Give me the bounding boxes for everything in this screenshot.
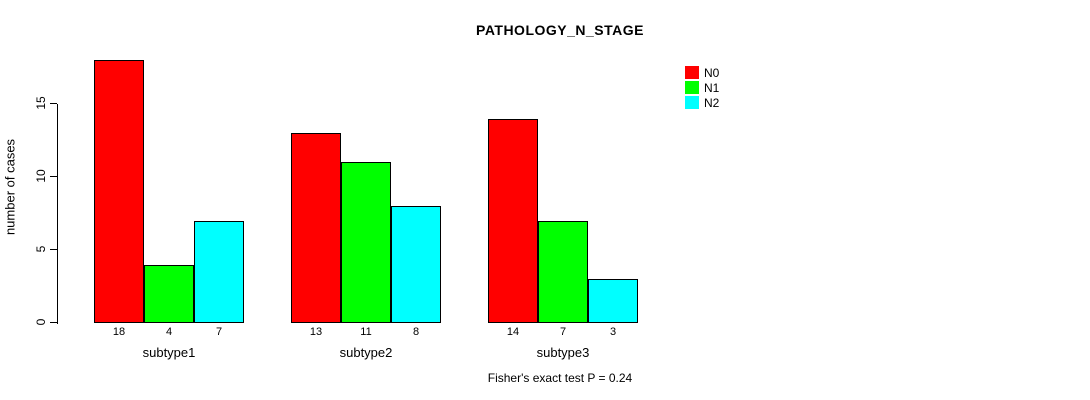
bar-subtype2-N2 xyxy=(391,206,441,323)
bar-subtype1-N0 xyxy=(94,60,144,323)
bar-value-label: 8 xyxy=(412,326,420,338)
legend-row-N0: N0 xyxy=(685,65,719,80)
bar-value-label: 14 xyxy=(506,326,520,338)
y-tick-label: 0 xyxy=(34,318,48,326)
legend-row-N2: N2 xyxy=(685,95,719,110)
bar-subtype3-N2 xyxy=(588,279,638,323)
bar-value-label: 4 xyxy=(165,326,173,338)
bar-subtype3-N1 xyxy=(538,221,588,323)
chart-title: PATHOLOGY_N_STAGE xyxy=(476,22,644,38)
legend-row-N1: N1 xyxy=(685,80,719,95)
y-tick-mark xyxy=(50,249,57,250)
y-axis-line xyxy=(57,104,58,324)
footer-annotation: Fisher's exact test P = 0.24 xyxy=(487,371,633,385)
legend-swatch-icon xyxy=(685,66,699,79)
legend-label: N2 xyxy=(704,95,720,110)
y-tick-mark xyxy=(50,176,57,177)
legend-swatch-icon xyxy=(685,96,699,109)
legend-label: N1 xyxy=(704,80,720,95)
bar-subtype3-N0 xyxy=(488,119,538,323)
x-category-label-subtype1: subtype1 xyxy=(142,345,196,360)
bar-subtype1-N2 xyxy=(194,221,244,323)
bar-value-label: 3 xyxy=(609,326,617,338)
legend: N0 N1 N2 xyxy=(685,65,719,110)
y-axis-label: number of cases xyxy=(2,138,18,236)
x-category-label-subtype2: subtype2 xyxy=(339,345,393,360)
bar-subtype1-N1 xyxy=(144,265,194,323)
y-tick-label: 5 xyxy=(34,245,48,253)
x-category-label-subtype3: subtype3 xyxy=(536,345,590,360)
bar-value-label: 11 xyxy=(360,326,372,338)
bar-value-label: 7 xyxy=(215,326,223,338)
bar-value-label: 7 xyxy=(559,326,567,338)
y-tick-label: 15 xyxy=(34,96,48,110)
legend-swatch-icon xyxy=(685,81,699,94)
y-tick-label: 10 xyxy=(34,169,48,183)
bar-subtype2-N1 xyxy=(341,162,391,323)
bar-value-label: 13 xyxy=(309,326,323,338)
bar-subtype2-N0 xyxy=(291,133,341,323)
bar-value-label: 18 xyxy=(112,326,126,338)
legend-label: N0 xyxy=(704,65,720,80)
y-tick-mark xyxy=(50,103,57,104)
y-tick-mark xyxy=(50,322,57,323)
